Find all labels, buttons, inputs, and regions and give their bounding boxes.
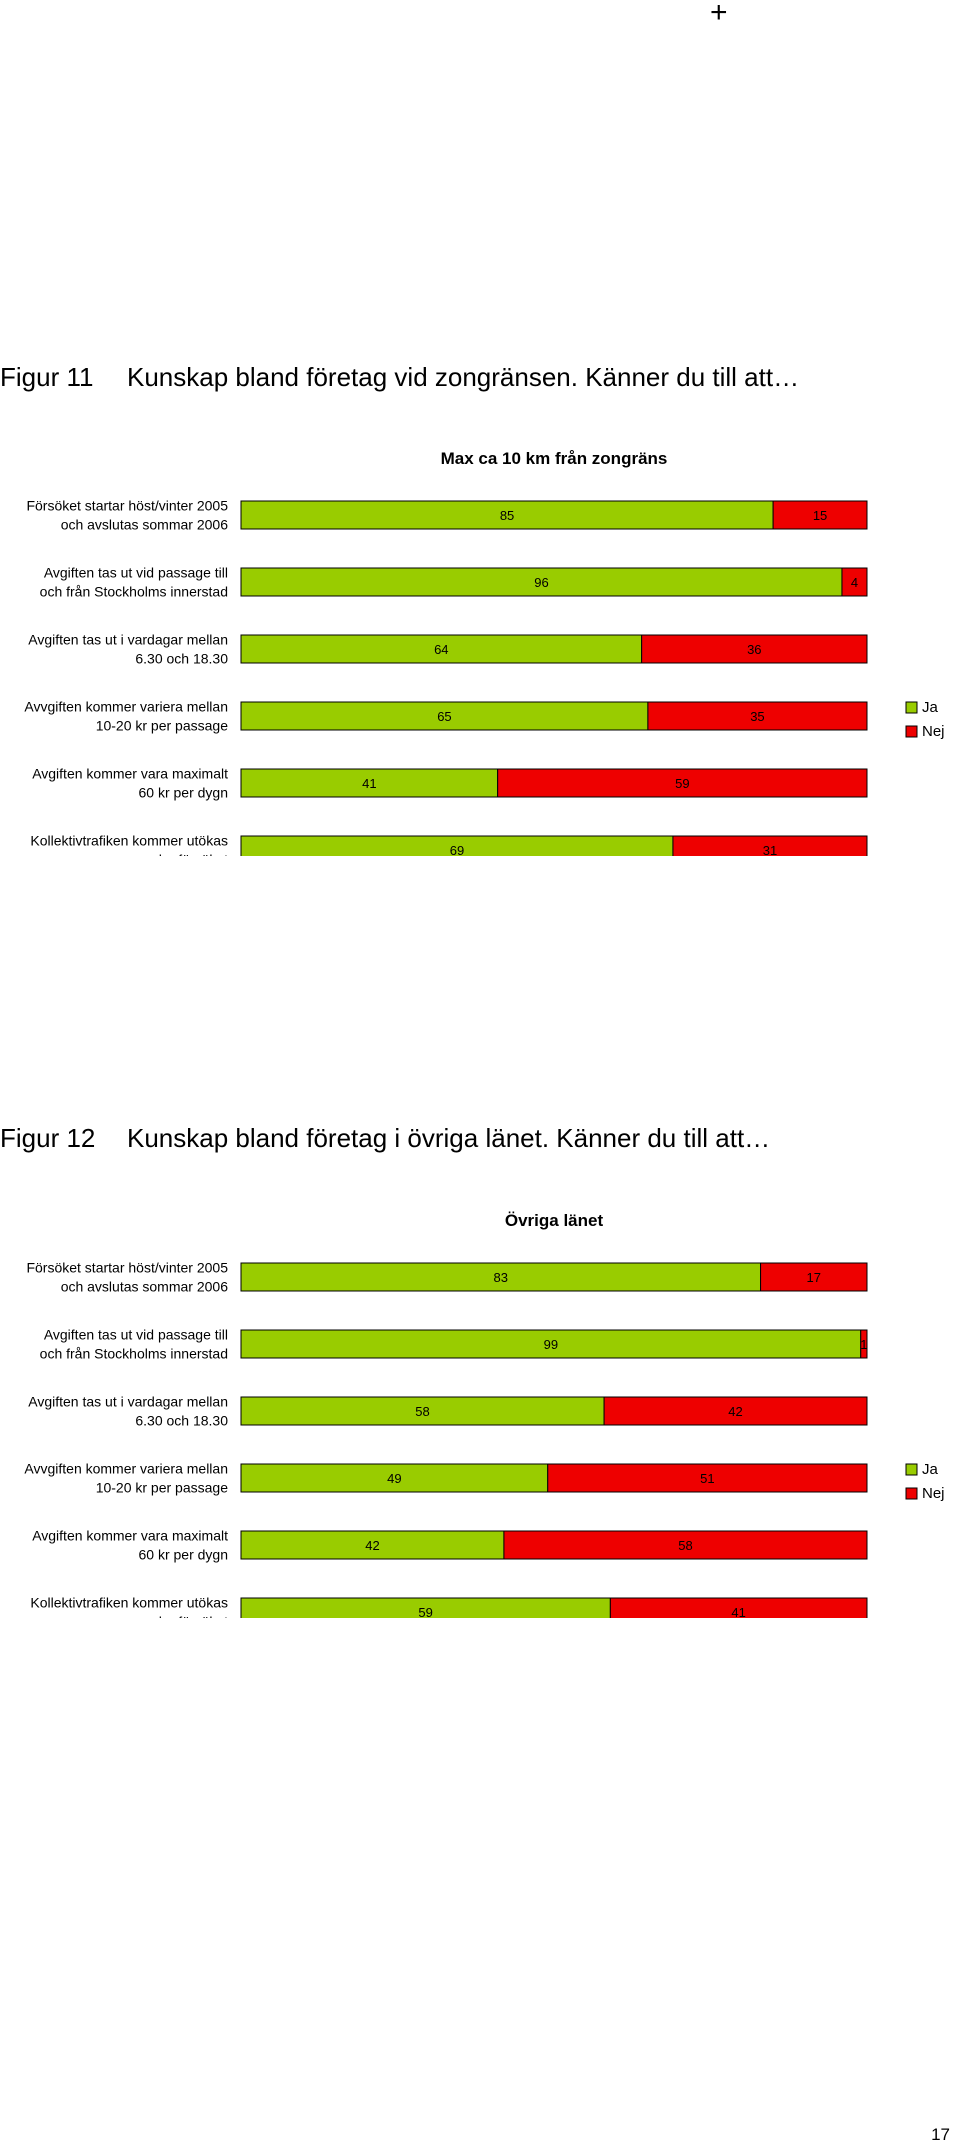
plus-mark: +: [710, 0, 728, 29]
data-label: 64: [434, 642, 448, 657]
category-label: och avslutas sommar 2006: [61, 1279, 229, 1295]
data-label: 42: [728, 1404, 742, 1419]
bar-ja: [240, 567, 843, 597]
figure-12-number: Figur 12: [0, 1123, 96, 1153]
data-label: 49: [387, 1471, 401, 1486]
category-label: 10-20 kr per passage: [96, 718, 229, 734]
data-label: 4: [851, 575, 858, 590]
chart-ovriga-lanet-svg: Övriga länet Försöket startar höst/vinter…: [24, 1211, 945, 1619]
chart-title: Övriga länet: [505, 1211, 604, 1230]
data-label: 17: [807, 1270, 821, 1285]
bar-nej: [647, 701, 868, 731]
legend-label: Ja: [922, 1461, 939, 1478]
category-label: 6.30 och 18.30: [135, 1413, 228, 1429]
bar-nej: [760, 1262, 868, 1292]
figure-12-heading: Figur 12 Kunskap bland företag i övriga l…: [0, 1123, 770, 1154]
category-label: Försöket startar höst/vinter 2005: [26, 1260, 228, 1276]
figure-11-caption: Kunskap bland företag vid zongränsen. Kä…: [127, 362, 800, 392]
bar-nej: [860, 1329, 868, 1359]
data-label: 42: [365, 1538, 379, 1553]
category-label: Kollektivtrafiken kommer utökas: [30, 1595, 228, 1611]
category-label: under försöket: [139, 1614, 229, 1619]
data-label: 69: [450, 843, 464, 856]
bar-ja: [240, 1463, 549, 1493]
bar-nej: [547, 1463, 868, 1493]
legend-label: Nej: [922, 1485, 945, 1502]
bar-nej: [641, 634, 868, 664]
bar-ja: [240, 1396, 605, 1426]
data-label: 35: [750, 709, 764, 724]
legend-label: Nej: [922, 723, 945, 740]
data-label: 51: [700, 1471, 714, 1486]
bar-ja: [240, 768, 499, 798]
legend-swatch: [905, 725, 918, 738]
legend-swatch: [905, 1487, 918, 1500]
category-label: Avgiften tas ut i vardagar mellan: [28, 1394, 228, 1410]
data-label: 59: [675, 776, 689, 791]
bar-nej: [603, 1396, 868, 1426]
data-label: 65: [437, 709, 451, 724]
legend-label: Ja: [922, 699, 939, 716]
category-label: Avgiften kommer vara maximalt: [32, 1528, 228, 1544]
category-label: 60 kr per dygn: [139, 1547, 229, 1563]
bar-ja: [240, 500, 774, 530]
category-label: Avvgiften kommer variera mellan: [24, 1461, 228, 1477]
data-label: 85: [500, 508, 514, 523]
data-label: 41: [362, 776, 376, 791]
chart-zongrans: Max ca 10 km från zongräns Försöket start…: [0, 436, 960, 856]
data-label: 15: [813, 508, 827, 523]
bar-ja: [240, 634, 643, 664]
bar-nej: [609, 1597, 868, 1618]
chart-title: Max ca 10 km från zongräns: [441, 449, 668, 468]
category-label: Avgiften tas ut vid passage till: [44, 565, 228, 581]
figure-11-heading: Figur 11 Kunskap bland företag vid zongrä…: [0, 362, 799, 393]
category-label: och från Stockholms innerstad: [40, 1346, 228, 1362]
bar-nej: [497, 768, 868, 798]
bar-ja: [240, 701, 649, 731]
data-label: 58: [678, 1538, 692, 1553]
legend-swatch: [905, 1463, 918, 1476]
data-label: 58: [415, 1404, 429, 1419]
category-label: Avgiften tas ut vid passage till: [44, 1327, 228, 1343]
page-number: 17: [931, 2125, 950, 2144]
category-label: och från Stockholms innerstad: [40, 584, 228, 600]
category-label: Försöket startar höst/vinter 2005: [26, 498, 228, 514]
category-label: Kollektivtrafiken kommer utökas: [30, 833, 228, 849]
legend-swatch: [905, 701, 918, 714]
bar-nej: [772, 500, 868, 530]
data-label: 83: [494, 1270, 508, 1285]
data-label: 36: [747, 642, 761, 657]
data-label: 41: [731, 1605, 745, 1618]
data-label: 31: [763, 843, 777, 856]
chart-zongrans-svg: Max ca 10 km från zongräns Försöket start…: [24, 449, 945, 857]
category-label: Avgiften kommer vara maximalt: [32, 766, 228, 782]
data-label: 99: [544, 1337, 558, 1352]
category-label: 60 kr per dygn: [139, 785, 229, 801]
data-label: 1: [860, 1337, 867, 1352]
category-label: och avslutas sommar 2006: [61, 517, 229, 533]
category-label: Avvgiften kommer variera mellan: [24, 699, 228, 715]
category-label: 6.30 och 18.30: [135, 651, 228, 667]
data-label: 96: [534, 575, 548, 590]
figure-11-number: Figur 11: [0, 362, 94, 392]
category-label: under försöket: [139, 852, 229, 857]
bar-nej: [503, 1530, 868, 1560]
bar-nej: [841, 567, 868, 597]
figure-12-caption: Kunskap bland företag i övriga länet. Kä…: [127, 1123, 771, 1153]
category-label: Avgiften tas ut i vardagar mellan: [28, 632, 228, 648]
bar-ja: [240, 1329, 862, 1359]
chart-ovriga-lanet: Övriga länet Försöket startar höst/vinter…: [0, 1198, 960, 1618]
data-label: 59: [418, 1605, 432, 1618]
category-label: 10-20 kr per passage: [96, 1480, 229, 1496]
bar-nej: [672, 835, 868, 856]
